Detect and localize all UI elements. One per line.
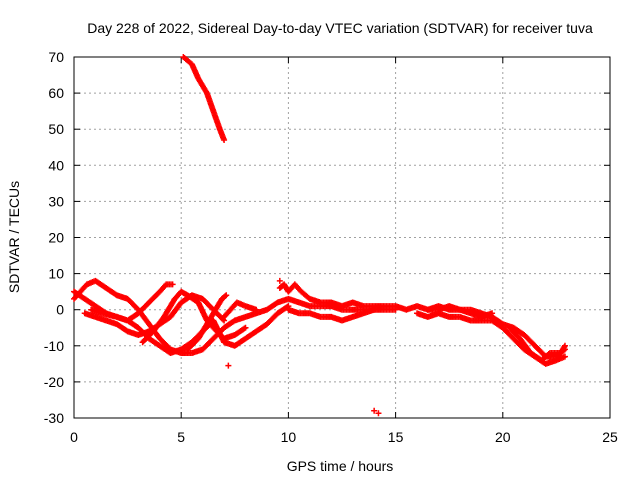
data-point: [222, 293, 229, 300]
y-tick-label: 50: [48, 121, 64, 137]
y-tick-label: -10: [44, 338, 64, 354]
y-tick-label: 20: [48, 230, 64, 246]
y-tick-label: 60: [48, 85, 64, 101]
data-point: [561, 342, 568, 349]
data-point: [223, 292, 230, 299]
data-point: [284, 303, 291, 310]
data-point: [242, 324, 249, 331]
x-tick-label: 25: [602, 429, 618, 445]
outlier-point: [371, 407, 378, 414]
outlier-point: [276, 277, 283, 284]
chart-title: Day 228 of 2022, Sidereal Day-to-day VTE…: [87, 20, 593, 36]
data-point: [253, 306, 260, 313]
x-axis-label: GPS time / hours: [287, 458, 394, 474]
data-points: [71, 54, 568, 417]
grid-lines: [74, 57, 610, 418]
y-tick-label: 40: [48, 157, 64, 173]
y-tick-label: 0: [56, 302, 64, 318]
outlier-point: [225, 362, 232, 369]
data-point: [392, 306, 399, 313]
y-tick-label: 30: [48, 193, 64, 209]
y-tick-label: 70: [48, 49, 64, 65]
y-tick-label: -30: [44, 410, 64, 426]
y-axis-label: SDTVAR / TECUs: [6, 181, 22, 293]
data-point: [561, 353, 568, 360]
data-point: [169, 281, 176, 288]
y-tick-label: -20: [44, 374, 64, 390]
data-point: [489, 310, 496, 317]
outlier-point: [375, 410, 382, 417]
x-tick-label: 10: [281, 429, 297, 445]
axis-ticks: 0 5 10 15 20 25 -30 -20 -10 0 10 20 30 40 50 60 70: [44, 49, 618, 445]
x-tick-label: 0: [70, 429, 78, 445]
x-tick-label: 15: [388, 429, 404, 445]
data-point: [221, 137, 228, 144]
y-tick-label: 10: [48, 266, 64, 282]
data-point: [545, 351, 552, 358]
x-tick-label: 20: [495, 429, 511, 445]
x-tick-label: 5: [177, 429, 185, 445]
data-point: [241, 325, 248, 332]
